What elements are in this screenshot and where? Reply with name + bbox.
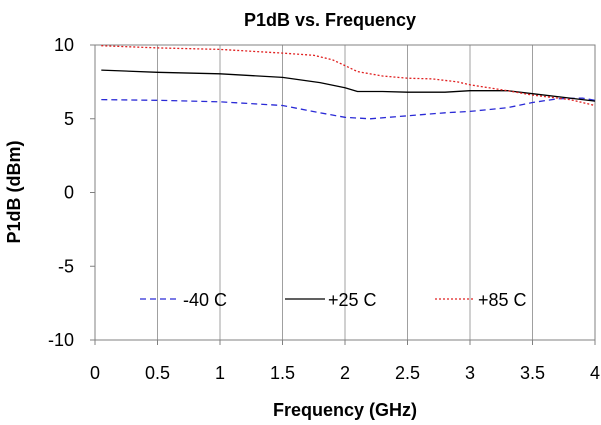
x-tick-label: 1.5 [270,363,295,383]
x-axis-ticks: 0 0.5 1 1.5 2 2.5 3 3.5 4 [90,340,600,383]
y-axis-ticks: 10 5 0 -5 -10 [48,35,95,350]
legend-label: -40 C [183,290,227,310]
legend: -40 C +25 C +85 C [140,290,527,310]
series-line-25c [101,69,596,102]
x-tick-label: 4 [590,363,600,383]
legend-label: +85 C [478,290,527,310]
x-tick-label: 0.5 [145,363,170,383]
series-line-40c [101,97,596,120]
x-tick-label: 2.5 [395,363,420,383]
y-tick-label: 10 [54,35,74,55]
y-tick-label: -5 [58,256,74,276]
y-tick-label: 5 [64,109,74,129]
x-tick-label: 1 [215,363,225,383]
y-axis-label: P1dB (dBm) [4,140,24,243]
x-tick-label: 3.5 [520,363,545,383]
series-lines [101,45,596,120]
y-tick-label: -10 [48,330,74,350]
chart-title: P1dB vs. Frequency [244,10,416,30]
x-tick-label: 0 [90,363,100,383]
x-tick-label: 2 [340,363,350,383]
legend-label: +25 C [328,290,377,310]
x-tick-label: 3 [465,363,475,383]
x-axis-label: Frequency (GHz) [273,400,417,420]
series-line-85c [101,45,596,107]
y-tick-label: 0 [64,183,74,203]
